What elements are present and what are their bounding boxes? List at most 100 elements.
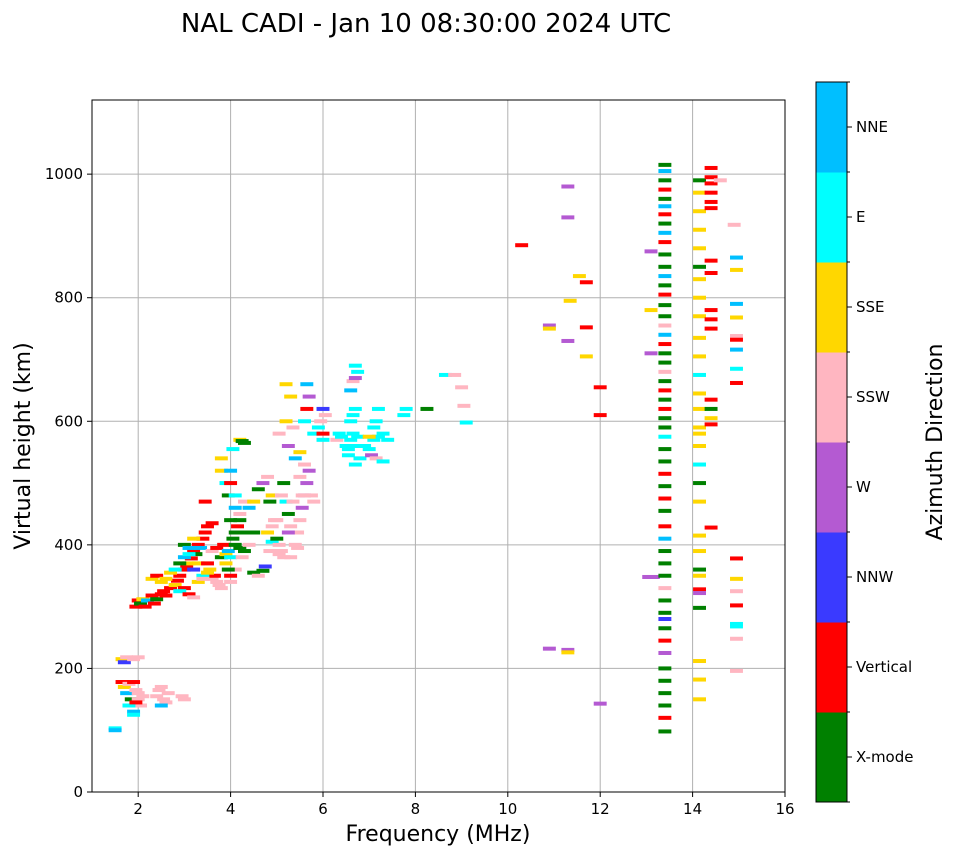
colorbar-tick-label: SSW <box>856 388 890 406</box>
echo-point <box>124 697 138 702</box>
echo-point <box>658 360 672 365</box>
echo-point <box>704 308 718 313</box>
y-tick-label: 600 <box>54 412 83 430</box>
echo-point <box>704 181 718 186</box>
echo-point <box>277 555 291 560</box>
echo-point <box>207 573 221 578</box>
echo-point <box>457 403 471 408</box>
echo-point <box>263 499 277 504</box>
echo-point <box>346 413 360 418</box>
echo-point <box>658 303 672 308</box>
echo-point <box>369 456 383 461</box>
colorbar-tick-label: W <box>856 478 871 496</box>
echo-point <box>542 326 556 331</box>
echo-point <box>274 493 288 498</box>
echo-point <box>187 536 201 541</box>
echo-point <box>693 227 706 232</box>
echo-point <box>658 447 672 452</box>
echo-point <box>127 709 141 714</box>
echo-point <box>658 691 672 696</box>
echo-point <box>224 573 238 578</box>
echo-point <box>247 530 261 535</box>
echo-point <box>164 586 178 591</box>
echo-point <box>281 511 295 516</box>
colorbar-segment-vertical <box>816 622 847 713</box>
echo-point <box>730 668 743 673</box>
echo-point <box>150 694 164 699</box>
echo-point <box>291 530 305 535</box>
echo-point <box>658 425 672 430</box>
echo-point <box>658 212 672 217</box>
echo-point <box>117 684 131 689</box>
echo-point <box>214 456 228 461</box>
echo-point <box>704 406 718 411</box>
colorbar-segment-nnw <box>816 532 847 623</box>
echo-point <box>300 382 314 387</box>
x-tick-label: 12 <box>591 800 610 818</box>
echo-point <box>214 586 228 591</box>
echo-point <box>730 624 743 629</box>
y-tick-label: 0 <box>73 783 83 801</box>
echo-point <box>542 646 556 651</box>
echo-point <box>108 728 122 733</box>
echo-point <box>228 567 242 572</box>
echo-point <box>307 499 321 504</box>
echo-point <box>658 715 672 720</box>
echo-point <box>730 589 743 594</box>
echo-point <box>371 434 385 439</box>
colorbar-segment-x-mode <box>816 712 847 803</box>
colorbar-tick-label: NNE <box>856 118 888 136</box>
echo-point <box>704 206 718 211</box>
echo-point <box>658 729 672 734</box>
echo-point <box>704 271 718 275</box>
echo-point <box>177 586 191 591</box>
echo-point <box>177 555 191 560</box>
echo-point <box>120 691 134 696</box>
x-tick-label: 8 <box>411 800 421 818</box>
echo-point <box>134 703 147 708</box>
echo-point <box>237 440 251 445</box>
echo-point <box>704 397 718 402</box>
colorbar-segment-sse <box>816 262 847 353</box>
echo-point <box>658 252 672 257</box>
colorbar-label: Azimuth Direction <box>923 343 948 540</box>
echo-point <box>704 165 718 170</box>
echo-point <box>341 447 355 452</box>
x-tick-label: 2 <box>133 800 143 818</box>
echo-point <box>318 413 332 418</box>
echo-point <box>224 518 238 523</box>
echo-point <box>658 314 672 319</box>
echo-point <box>286 425 300 430</box>
echo-point <box>658 626 672 631</box>
echo-point <box>228 542 242 547</box>
echo-point <box>369 419 383 424</box>
echo-point <box>219 561 233 566</box>
echo-point <box>302 468 316 473</box>
echo-point <box>704 190 718 195</box>
echo-point <box>459 420 473 425</box>
echo-point <box>175 694 189 699</box>
echo-point <box>593 413 607 418</box>
echo-point <box>272 552 286 557</box>
echo-point <box>693 431 706 436</box>
echo-point <box>279 382 293 387</box>
echo-point <box>658 369 672 374</box>
echo-point <box>362 447 376 452</box>
echo-point <box>341 453 355 458</box>
echo-point <box>233 545 247 550</box>
echo-point <box>177 567 191 572</box>
echo-point <box>351 434 365 439</box>
echo-point <box>704 199 718 204</box>
echo-point <box>693 444 706 448</box>
echo-point <box>730 621 743 626</box>
echo-point <box>159 700 173 705</box>
echo-point <box>235 555 249 560</box>
echo-point <box>286 499 300 504</box>
echo-point <box>300 481 314 486</box>
echo-point <box>658 549 672 554</box>
echo-point <box>693 406 706 411</box>
echo-point <box>730 380 743 385</box>
colorbar-tick-label: Vertical <box>856 658 912 676</box>
echo-point <box>579 280 593 285</box>
echo-point <box>272 542 286 547</box>
